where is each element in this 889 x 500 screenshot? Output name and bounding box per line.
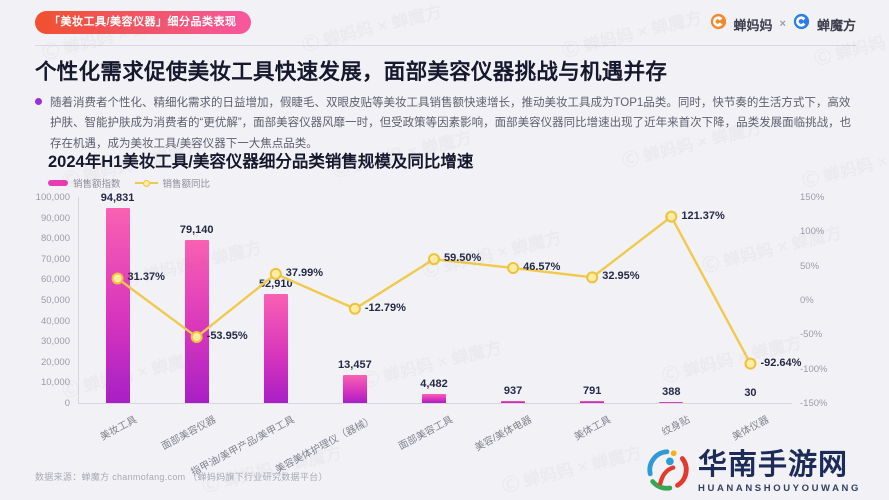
y-axis-label-left: 40,000	[40, 315, 70, 327]
y-axis-label-left: 70,000	[40, 253, 70, 265]
y-axis-label-right: 100%	[800, 226, 825, 238]
legend-item-yoy: 销售额同比	[134, 176, 211, 190]
bar	[184, 240, 209, 403]
site-logo-sub: HUANANSHOUYOUWANG	[698, 483, 861, 494]
bar	[263, 294, 288, 403]
x-axis-line	[78, 403, 792, 404]
bar-value-label: 388	[662, 386, 681, 398]
bar	[659, 402, 684, 403]
chart-legend: 销售额指数 销售额同比	[48, 176, 210, 190]
y-axis-label-left: 0	[64, 398, 70, 409]
x-axis-label: 美妆工具	[98, 414, 139, 444]
chart-title: 2024年H1美妆工具/美容仪器细分品类销售规模及同比增速	[48, 153, 474, 171]
bar-value-label: 791	[583, 385, 602, 397]
y-axis-label-left: 90,000	[40, 212, 70, 224]
bar-value-label: 52,910	[258, 278, 293, 290]
bar-legend-swatch	[48, 180, 68, 186]
bar	[342, 375, 367, 403]
summary-text: 随着消费者个性化、精细化需求的日益增加，假睫毛、双眼皮贴等美妆工具销售额快速增长…	[50, 97, 852, 150]
line-point	[348, 302, 361, 315]
line-point	[428, 253, 440, 266]
y-axis-label-right: -150%	[800, 398, 828, 409]
y-axis-label-right: -50%	[800, 329, 823, 341]
pct-label: 32.95%	[602, 270, 640, 283]
pct-label: 37.99%	[285, 266, 324, 279]
huanan-logo-icon	[644, 447, 690, 498]
y-axis-label-right: 150%	[800, 192, 825, 203]
pct-label: 121.37%	[681, 209, 725, 222]
line-legend-swatch	[134, 179, 158, 187]
data-source-note: 数据来源：蝉魔方 chanmofang.com （蝉妈妈旗下行业研究数据平台）	[35, 472, 328, 482]
page-title: 个性化需求促使美妆工具快速发展，面部美容仪器挑战与机遇并存	[35, 60, 668, 84]
y-axis-label-left: 50,000	[40, 295, 70, 306]
pct-label: 59.50%	[444, 252, 482, 265]
x-axis-label: 面部美容工具	[396, 414, 456, 453]
y-axis-line	[78, 197, 79, 403]
pct-label: -92.64%	[760, 356, 802, 369]
legend-label: 销售额同比	[162, 179, 211, 190]
y-axis-label-left: 100,000	[35, 192, 70, 203]
bar-value-label: 79,140	[179, 224, 214, 236]
x-axis-label: 美容/美体电器	[473, 414, 535, 454]
line-point	[744, 357, 757, 370]
y-axis-label-left: 80,000	[40, 233, 70, 245]
x-axis-label: 纹身贴	[660, 414, 693, 439]
chanmofang-icon	[793, 13, 810, 35]
pct-label: 31.37%	[127, 271, 165, 284]
bullet-icon	[35, 98, 42, 105]
bar	[501, 401, 526, 403]
y-axis-label-right: 50%	[800, 260, 820, 272]
y-axis-label-right: 0%	[800, 295, 814, 306]
bar-value-label: 94,831	[100, 192, 135, 204]
bar	[580, 401, 605, 403]
bar-value-label: 4,482	[420, 378, 448, 390]
summary-paragraph: 随着消费者个性化、精细化需求的日益增加，假睫毛、双眼皮贴等美妆工具销售额快速增长…	[35, 93, 853, 154]
bar	[422, 394, 446, 403]
line-point	[665, 210, 678, 223]
x-axis-label: 面部美容仪器	[159, 414, 218, 453]
section-tag: 「美妆工具/美容仪器」细分品类表现	[35, 11, 251, 34]
y-axis-label-right: -100%	[800, 363, 828, 375]
bar	[105, 208, 130, 403]
x-axis-label: 美体仪器	[731, 414, 772, 444]
pct-label: 46.57%	[523, 261, 561, 274]
line-point	[586, 271, 599, 284]
site-logo-name: 华南手游网	[698, 449, 849, 481]
legend-label: 销售额指数	[73, 179, 121, 190]
legend-item-sales-index: 销售额指数	[48, 176, 121, 190]
y-axis-label-left: 30,000	[40, 336, 70, 348]
chanmama-icon	[710, 13, 727, 35]
brand-lockup: 蝉妈妈 × 蝉魔方	[710, 13, 856, 35]
y-axis-label-left: 20,000	[40, 356, 70, 368]
y-axis-label-left: 60,000	[40, 274, 70, 286]
line-point	[507, 262, 520, 275]
brand-separator: ×	[779, 18, 786, 30]
x-axis-label: 美体工具	[572, 414, 614, 444]
brand-chanmofang: 蝉魔方	[816, 17, 856, 33]
bar-value-label: 937	[503, 385, 523, 397]
pct-label: -53.95%	[206, 330, 248, 343]
bar-value-label: 13,457	[338, 359, 372, 371]
header-divider	[35, 45, 856, 46]
y-axis-label-left: 10,000	[40, 377, 70, 389]
pct-label: -12.79%	[364, 301, 406, 314]
brand-chanmama: 蝉妈妈	[733, 17, 773, 33]
bar-value-label: 30	[744, 387, 757, 399]
site-logo: 华南手游网 HUANANSHOUYOUWANG	[644, 447, 861, 498]
